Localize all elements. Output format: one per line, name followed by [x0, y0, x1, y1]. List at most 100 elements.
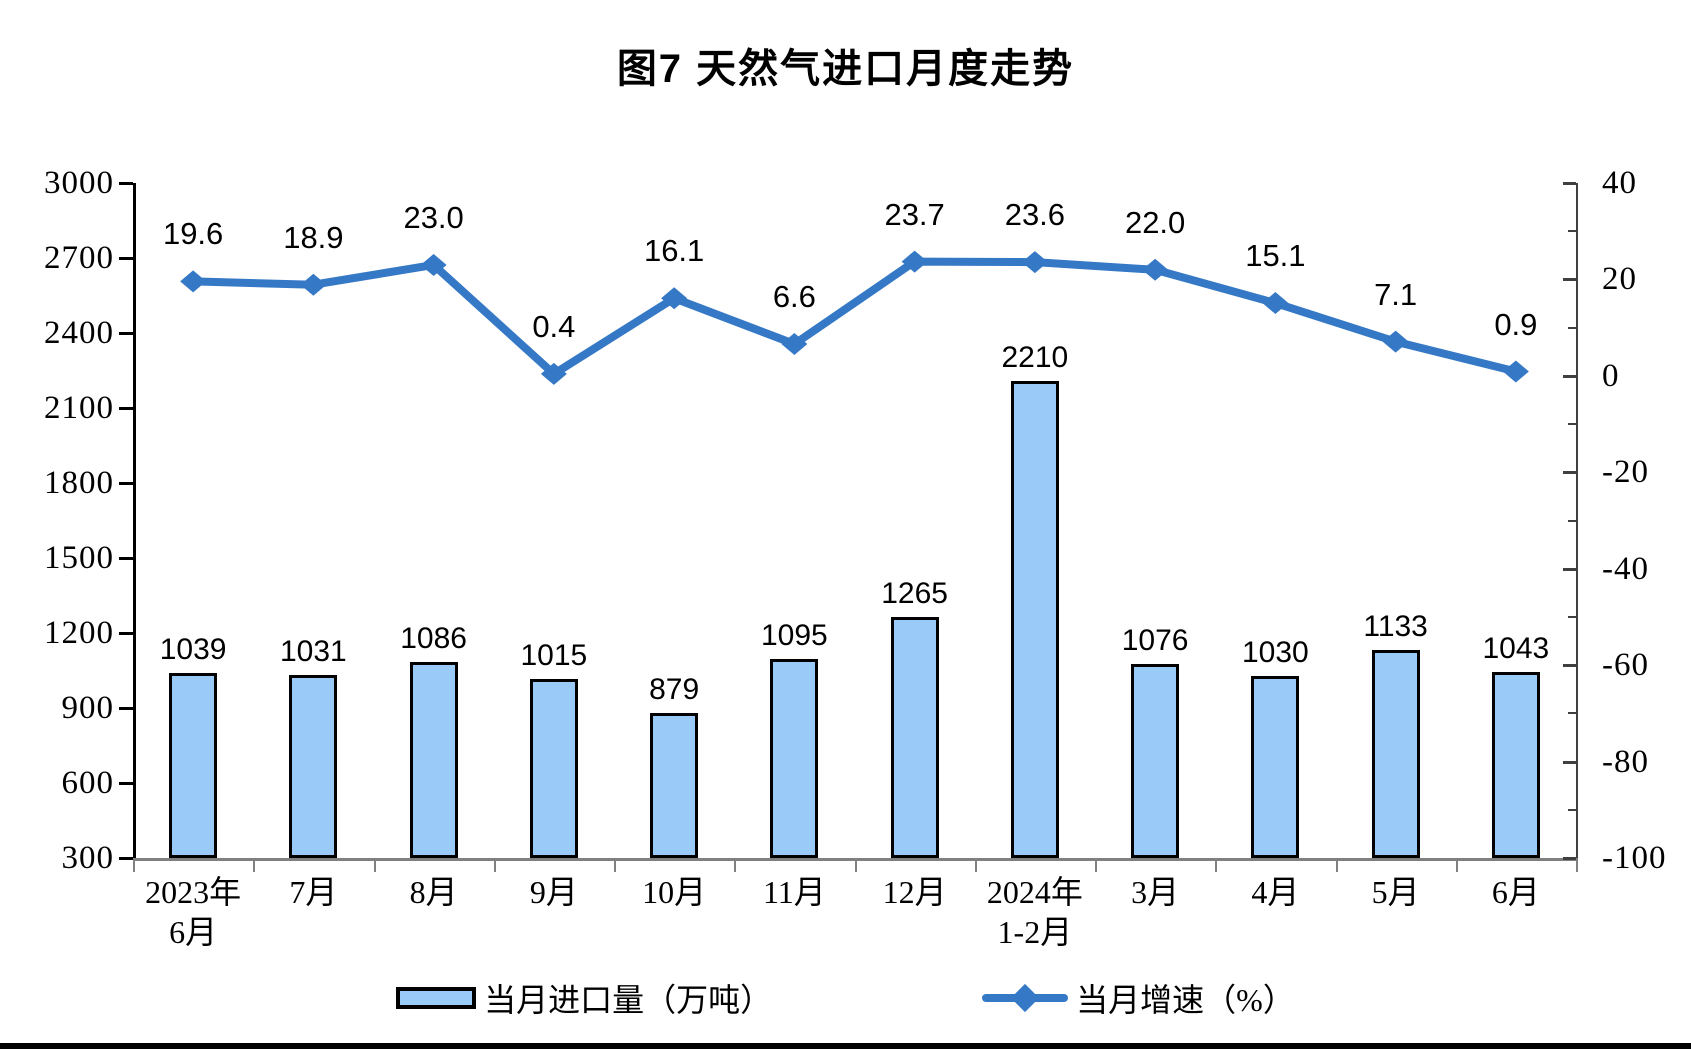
import-volume-bar [1491, 672, 1540, 858]
y-axis-left-line [133, 183, 136, 861]
line-point-marker [661, 287, 688, 310]
y-axis-right-minor-tick [1568, 230, 1576, 233]
y-axis-right-tick-label: 40 [1602, 165, 1637, 201]
y-axis-left-tick [119, 182, 133, 185]
line-value-label: 23.0 [403, 199, 464, 235]
y-axis-left-tick [119, 632, 133, 635]
line-point-marker [901, 250, 928, 273]
y-axis-left-tick-label: 2700 [44, 240, 114, 276]
y-axis-right-tick-label: 20 [1602, 261, 1637, 298]
line-value-label: 16.1 [643, 233, 705, 269]
y-axis-right-minor-tick [1568, 808, 1576, 811]
legend-item-growth-rate: 当月增速（%） [982, 975, 1295, 1021]
import-volume-bar [1371, 649, 1420, 858]
x-axis-category-label: 10月 [642, 874, 707, 910]
bar-value-label: 1031 [280, 635, 347, 669]
bar-value-label: 1076 [1121, 624, 1189, 657]
legend-item-import-volume: 当月进口量（万吨） [396, 975, 772, 1021]
x-axis-tick [1576, 861, 1578, 872]
import-volume-bar [529, 679, 578, 858]
x-axis-category-label: 6月 [1491, 874, 1540, 910]
x-axis-tick [1215, 861, 1218, 872]
y-axis-left-tick-label: 1200 [44, 615, 114, 651]
y-axis-left-tick-label: 2400 [44, 315, 114, 351]
bar-value-label: 1265 [881, 576, 948, 610]
line-value-label: 7.1 [1374, 276, 1418, 312]
y-axis-right-minor-tick [1568, 326, 1576, 329]
bar-value-label: 1133 [1363, 609, 1428, 643]
x-axis-tick [1095, 861, 1097, 872]
bar-value-label: 1086 [400, 621, 467, 655]
import-volume-bar [1131, 664, 1180, 858]
y-axis-left-tick-label: 2100 [44, 390, 114, 426]
y-axis-right-tick-label: -20 [1602, 454, 1649, 491]
line-value-label: 19.6 [162, 216, 224, 252]
legend-label-import-volume: 当月进口量（万吨） [484, 982, 773, 1018]
x-axis-category-label: 4月 [1251, 874, 1300, 910]
bar-value-label: 2210 [1001, 340, 1069, 374]
line-value-label: 23.6 [1004, 197, 1066, 233]
diamond-marker-icon [1011, 983, 1040, 1013]
bottom-border-line [0, 1043, 1691, 1049]
import-volume-bar [890, 616, 939, 858]
line-point-marker [300, 273, 327, 296]
y-axis-right-tick-label: -80 [1602, 743, 1649, 780]
y-axis-right-tick [1563, 471, 1576, 475]
x-axis-category-label: 9月 [529, 874, 578, 910]
y-axis-right-tick [1563, 374, 1576, 378]
x-axis-tick [133, 861, 135, 872]
import-volume-bar [1251, 675, 1300, 858]
y-axis-left-tick-label: 1800 [44, 465, 114, 501]
y-axis-right-tick [1563, 857, 1576, 860]
y-axis-right-tick [1563, 182, 1576, 185]
x-axis-tick [1455, 861, 1458, 872]
y-axis-left-tick-label: 600 [61, 765, 114, 801]
x-axis-tick [614, 861, 616, 872]
x-axis-tick [974, 861, 977, 872]
line-point-marker [1142, 258, 1169, 281]
y-axis-left-tick-label: 300 [61, 840, 114, 876]
legend: 当月进口量（万吨） 当月增速（%） [0, 968, 1691, 1028]
y-axis-left-tick [119, 707, 133, 710]
line-value-label: 15.1 [1245, 238, 1306, 274]
import-volume-bar [770, 659, 819, 858]
y-axis-right-tick-label: -40 [1602, 550, 1649, 587]
y-axis-left-tick [119, 857, 133, 860]
import-volume-bar [169, 673, 218, 858]
y-axis-left-tick-label: 900 [61, 690, 114, 726]
y-axis-left-tick [119, 332, 133, 335]
x-axis-tick [854, 861, 857, 872]
y-axis-right-minor-tick [1568, 423, 1576, 426]
x-axis-category-label: 2023年 6月 [145, 874, 242, 950]
x-axis-tick [253, 861, 256, 872]
line-value-label: 23.7 [884, 196, 945, 232]
x-axis-tick [1335, 861, 1338, 872]
line-value-label: 18.9 [283, 219, 344, 255]
line-point-marker [1262, 292, 1289, 315]
line-point-marker [1502, 360, 1529, 383]
y-axis-right-tick [1563, 760, 1576, 764]
line-value-label: 6.6 [772, 279, 816, 315]
x-axis-category-label: 11月 [762, 874, 826, 910]
y-axis-left-tick [119, 257, 133, 260]
line-point-marker [781, 333, 808, 356]
import-volume-bar [650, 713, 699, 858]
x-axis-category-label: 2024年 1-2月 [986, 874, 1083, 950]
y-axis-right-tick-label: 0 [1602, 357, 1620, 394]
y-axis-left-tick [119, 407, 133, 410]
x-axis-tick [493, 861, 496, 872]
bar-swatch-icon [396, 987, 477, 1009]
x-axis-baseline [133, 858, 1578, 861]
line-value-label: 22.0 [1124, 204, 1186, 240]
line-value-label: 0.9 [1494, 306, 1538, 342]
x-axis-category-label: 8月 [409, 874, 458, 910]
line-point-marker [1021, 251, 1048, 274]
y-axis-right-tick [1563, 278, 1576, 282]
y-axis-left-tick [119, 782, 133, 785]
line-swatch-icon [982, 983, 1069, 1013]
y-axis-right-tick-label: -100 [1602, 840, 1667, 876]
y-axis-right-minor-tick [1568, 615, 1576, 618]
y-axis-left-tick-label: 3000 [44, 165, 114, 201]
y-axis-right-tick [1563, 567, 1576, 571]
